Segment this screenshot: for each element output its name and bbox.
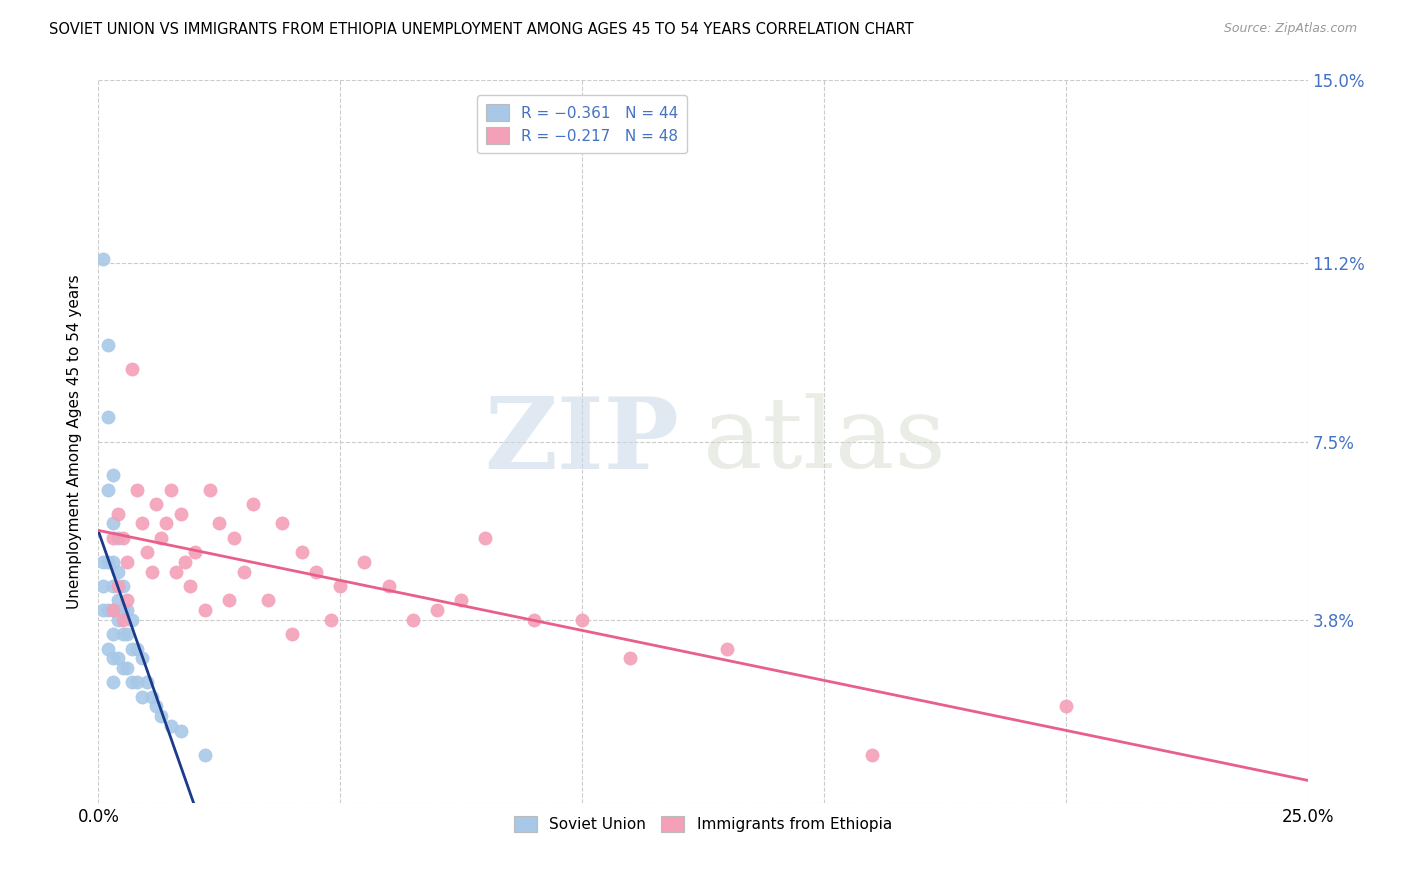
Point: [91, 252, 114, 266]
Point: [271, 516, 294, 531]
Point: [107, 507, 129, 521]
Point: [117, 593, 139, 607]
Point: [353, 555, 375, 569]
Point: [329, 579, 352, 593]
Point: [232, 565, 254, 579]
Point: [169, 723, 191, 738]
Point: [523, 613, 546, 627]
Point: [107, 613, 129, 627]
Point: [141, 565, 163, 579]
Point: [107, 579, 129, 593]
Point: [290, 545, 312, 559]
Point: [107, 593, 129, 607]
Point: [135, 545, 157, 559]
Point: [107, 565, 129, 579]
Point: [97, 555, 120, 569]
Point: [101, 468, 124, 483]
Point: [117, 603, 139, 617]
Point: [145, 497, 167, 511]
Text: SOVIET UNION VS IMMIGRANTS FROM ETHIOPIA UNEMPLOYMENT AMONG AGES 45 TO 54 YEARS : SOVIET UNION VS IMMIGRANTS FROM ETHIOPIA…: [49, 22, 914, 37]
Point: [121, 675, 143, 690]
Point: [111, 661, 134, 675]
Point: [121, 641, 143, 656]
Point: [160, 483, 183, 497]
Point: [101, 651, 124, 665]
Point: [198, 483, 221, 497]
Point: [101, 579, 124, 593]
Point: [101, 516, 124, 531]
Point: [107, 531, 129, 545]
Point: [101, 555, 124, 569]
Point: [107, 651, 129, 665]
Point: [117, 661, 139, 675]
Point: [135, 675, 157, 690]
Point: [184, 545, 207, 559]
Point: [860, 747, 883, 762]
Point: [155, 516, 177, 531]
Point: [111, 613, 134, 627]
Point: [619, 651, 641, 665]
Point: [91, 579, 114, 593]
Point: [319, 613, 342, 627]
Point: [160, 719, 183, 733]
Point: [1054, 699, 1077, 714]
Point: [242, 497, 264, 511]
Point: [127, 675, 149, 690]
Legend: Soviet Union, Immigrants from Ethiopia: Soviet Union, Immigrants from Ethiopia: [508, 810, 898, 838]
Point: [194, 747, 217, 762]
Text: ZIP: ZIP: [484, 393, 679, 490]
Point: [150, 709, 173, 723]
Point: [222, 531, 245, 545]
Point: [101, 627, 124, 641]
Y-axis label: Unemployment Among Ages 45 to 54 years: Unemployment Among Ages 45 to 54 years: [67, 274, 83, 609]
Point: [571, 613, 593, 627]
Point: [174, 555, 197, 569]
Point: [218, 593, 240, 607]
Point: [117, 555, 139, 569]
Point: [111, 579, 134, 593]
Text: Source: ZipAtlas.com: Source: ZipAtlas.com: [1223, 22, 1357, 36]
Point: [101, 603, 124, 617]
Point: [91, 603, 114, 617]
Point: [111, 627, 134, 641]
Point: [131, 651, 153, 665]
Point: [117, 627, 139, 641]
Point: [377, 579, 399, 593]
Point: [101, 531, 124, 545]
Point: [127, 641, 149, 656]
Point: [91, 555, 114, 569]
Point: [97, 603, 120, 617]
Point: [121, 613, 143, 627]
Point: [101, 675, 124, 690]
Point: [127, 483, 149, 497]
Point: [141, 690, 163, 704]
Point: [450, 593, 472, 607]
Point: [131, 516, 153, 531]
Point: [402, 613, 425, 627]
Point: [111, 531, 134, 545]
Point: [97, 338, 120, 352]
Point: [169, 507, 191, 521]
Point: [256, 593, 278, 607]
Point: [97, 641, 120, 656]
Text: atlas: atlas: [703, 393, 946, 490]
Point: [281, 627, 304, 641]
Point: [131, 690, 153, 704]
Point: [305, 565, 328, 579]
Point: [97, 483, 120, 497]
Point: [179, 579, 201, 593]
Point: [97, 410, 120, 425]
Point: [121, 362, 143, 376]
Point: [194, 603, 217, 617]
Point: [474, 531, 496, 545]
Point: [716, 641, 738, 656]
Point: [101, 603, 124, 617]
Point: [150, 531, 173, 545]
Point: [145, 699, 167, 714]
Point: [111, 603, 134, 617]
Point: [165, 565, 187, 579]
Point: [426, 603, 449, 617]
Point: [208, 516, 231, 531]
